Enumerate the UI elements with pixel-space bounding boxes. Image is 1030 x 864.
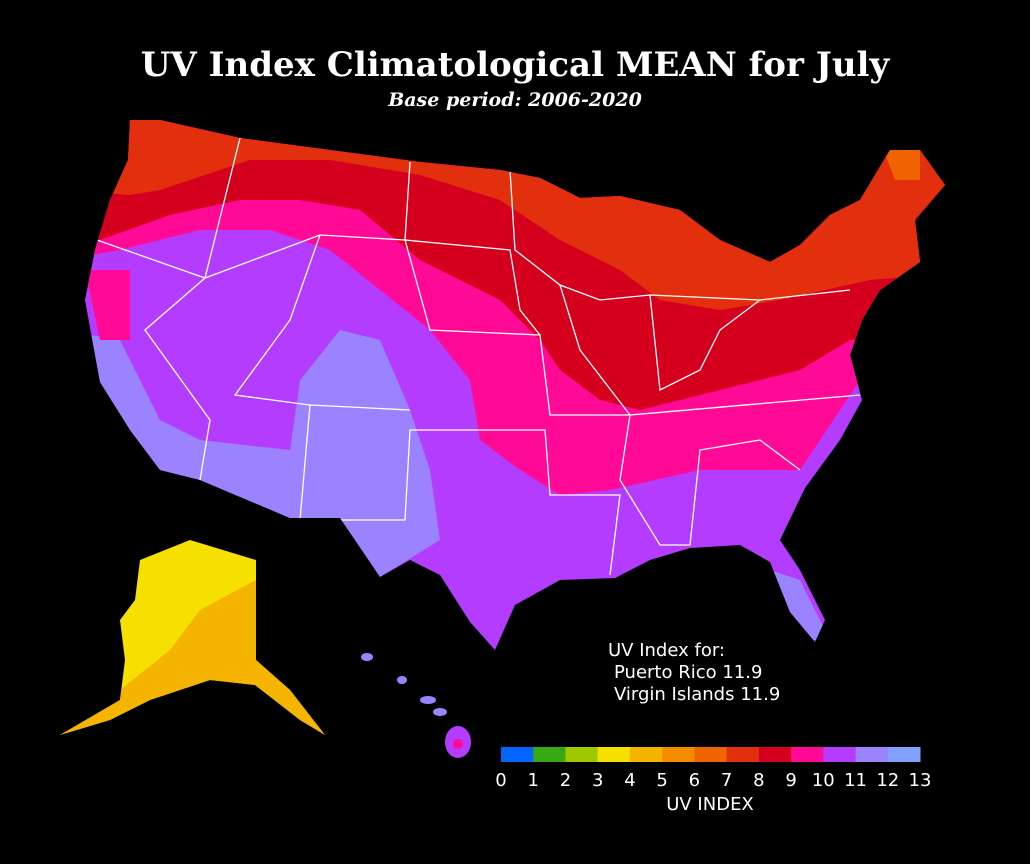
colorbar-tick-label: 7 <box>721 770 732 791</box>
annotation: UV Index for: Puerto Rico 11.9 Virgin Is… <box>608 640 780 705</box>
colorbar-tick-label: 0 <box>495 770 506 791</box>
subtitle: Base period: 2006-2020 <box>387 89 642 111</box>
colorbar-segment <box>662 747 695 762</box>
annotation-line: Puerto Rico 11.9 <box>614 662 762 683</box>
uv-zone <box>85 270 130 340</box>
colorbar-tick-label: 4 <box>624 770 635 791</box>
colorbar-label: UV INDEX <box>666 794 754 815</box>
colorbar-tick-label: 12 <box>876 770 899 791</box>
colorbar-segment <box>565 747 599 762</box>
colorbar-segment <box>533 747 566 762</box>
colorbar-segment <box>791 747 824 762</box>
title: UV Index Climatological MEAN for July <box>141 45 891 85</box>
colorbar-tick-label: 8 <box>753 770 764 791</box>
colorbar-segment <box>501 747 534 762</box>
colorbar-tick-label: 9 <box>785 770 796 791</box>
colorbar-tick-label: 3 <box>592 770 603 791</box>
colorbar-segment <box>597 747 631 762</box>
hawaii-map <box>361 653 471 758</box>
colorbar-segment <box>758 747 792 762</box>
uv-zone <box>453 739 463 749</box>
colorbar-tick-label: 5 <box>656 770 667 791</box>
colorbar-tick-label: 10 <box>812 770 835 791</box>
colorbar-segment <box>823 747 857 762</box>
uv-zone <box>397 676 407 684</box>
colorbar-segment <box>887 747 921 762</box>
colorbar-segment <box>694 747 728 762</box>
annotation-line: UV Index for: <box>608 640 725 661</box>
annotation-line: Virgin Islands 11.9 <box>614 684 780 705</box>
colorbar-tick-label: 2 <box>560 770 571 791</box>
colorbar-tick-label: 1 <box>528 770 539 791</box>
uv-zone <box>433 708 447 716</box>
uv-zone <box>420 696 436 704</box>
colorbar: 0 1 2 3 4 5 6 7 8 9 10 11 12 13 <box>495 747 931 791</box>
colorbar-tick-label: 13 <box>909 770 932 791</box>
uv-zone <box>361 653 373 661</box>
colorbar-tick-label: 6 <box>689 770 700 791</box>
colorbar-segment <box>629 747 663 762</box>
colorbar-segment <box>726 747 760 762</box>
colorbar-tick-label: 11 <box>844 770 867 791</box>
uv-zone <box>880 140 920 180</box>
colorbar-segment <box>855 747 889 762</box>
